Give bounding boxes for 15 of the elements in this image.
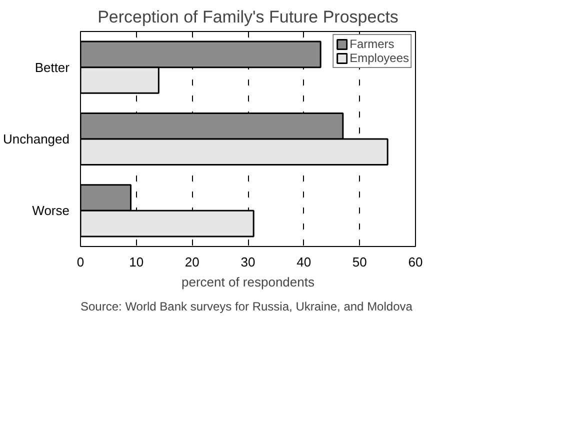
legend-label: Employees (350, 51, 409, 65)
y-tick-label: Worse (32, 203, 70, 218)
legend-label: Farmers (350, 37, 394, 51)
source-note: Source: World Bank surveys for Russia, Ukraine, and Moldova (80, 300, 413, 314)
x-tick-label: 0 (76, 254, 84, 270)
y-tick-label: Unchanged (3, 132, 70, 146)
x-tick-label: 40 (296, 254, 312, 270)
x-axis-title: percent of respondents (182, 274, 315, 290)
y-tick-label: Better (34, 60, 70, 75)
chart-title: Perception of Family's Future Prospects (98, 8, 398, 26)
x-tick-label: 50 (352, 254, 367, 270)
x-tick-label: 20 (184, 254, 200, 270)
x-tick-label: 60 (408, 254, 423, 270)
x-tick-label: 10 (129, 254, 144, 270)
x-tick-label: 30 (240, 254, 256, 270)
